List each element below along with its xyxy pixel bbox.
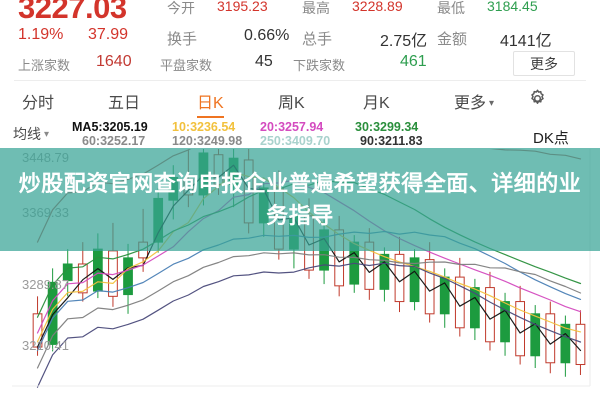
header-divider [14,80,586,81]
watermark-text: 炒股配资官网查询申报企业普遍希望获得全面、详细的业务指导 [18,171,582,228]
candle [515,285,526,365]
dk-point-button[interactable]: DK点 [533,130,569,147]
open-label: 今开 [167,0,195,16]
tab-monthly-k-label: 月K [363,95,390,112]
tab-five-day-label: 五日 [108,95,141,112]
low-value: 3184.45 [487,0,538,14]
ma250-legend: 250:3409.70 [260,134,331,148]
chevron-down-icon: ▾ [44,129,50,140]
tab-intraday[interactable]: 分时 [22,89,54,113]
chart-period-tabs: 分时 五日 日K 周K 月K 更多 ▾ [0,82,600,200]
tab-daily-k-label: 日K [197,95,224,112]
tab-daily-k[interactable]: 日K [197,89,224,118]
tab-intraday-label: 分时 [22,95,55,112]
candle [500,292,510,356]
ma-line-ma120 [36,252,582,369]
tab-monthly-k[interactable]: 月K [363,89,390,113]
candle [409,249,420,311]
volume-label: 总手 [302,31,333,48]
amount-value: 4141亿 [500,33,552,50]
current-price: 3227.03 [18,0,127,25]
ma-selector[interactable]: 均线 ▾ [13,124,49,144]
candle [560,315,571,377]
candle [454,257,465,337]
ma5-legend: MA5:3205.19 [72,120,148,134]
quote-row-secondary: 1.19% 37.99 换手 0.66% 总手 2.75亿 金额 4141亿 [0,24,600,50]
ma-legend-bar: 均线 ▾ MA5:3205.19 10:3236.54 20:3257.94 30… [0,119,600,149]
chevron-down-icon: ▾ [489,98,495,109]
unchanged-label: 平盘家数 [160,58,213,73]
change-absolute: 37.99 [88,26,129,43]
ma90-legend: 90:3211.83 [360,134,423,148]
candle [545,301,556,374]
quote-row-primary: 3227.03 今开 3195.23 最高 3228.89 最低 3184.45 [0,0,600,26]
amount-label: 金额 [437,31,468,48]
high-value: 3228.89 [352,0,403,14]
candle [485,271,495,351]
decliners-label: 下跌家数 [293,58,346,73]
candle [123,243,133,314]
low-label: 最低 [437,0,465,16]
tab-more[interactable]: 更多 ▾ [454,89,494,113]
ma-selector-label: 均线 [13,126,41,142]
change-percent: 1.19% [18,26,64,43]
watermark-overlay [0,148,600,251]
candle [77,242,88,302]
tab-weekly-k[interactable]: 周K [278,89,305,113]
y-axis-label-3: 3210.41 [22,338,69,353]
unchanged-value: 45 [255,53,273,70]
quote-row-breadth: 上涨家数 1640 平盘家数 45 下跌家数 461 更多 [0,51,600,78]
ma10-legend: 10:3236.54 [172,120,236,134]
quote-header: 3227.03 今开 3195.23 最高 3228.89 最低 3184.45… [0,0,600,82]
ma20-legend: 20:3257.94 [260,120,324,134]
ma120-legend: 120:3249.98 [172,134,243,148]
decliners-value: 461 [400,53,427,70]
more-stats-button[interactable]: 更多 [513,51,575,76]
ma60-legend: 60:3252.17 [82,134,146,148]
y-axis-label-2: 3289.87 [22,277,69,292]
candle [424,242,435,323]
tab-five-day[interactable]: 五日 [108,89,140,113]
active-tab-underline [197,116,224,118]
ma30-legend: 30:3299.34 [355,120,419,134]
candle [575,310,586,376]
gear-icon[interactable] [527,88,548,109]
volume-value: 2.75亿 [380,33,428,50]
open-value: 3195.23 [217,0,268,14]
ma-line-ma90 [36,262,582,388]
high-label: 最高 [302,0,330,16]
turnover-value: 0.66% [244,27,290,44]
tab-more-label: 更多 [454,95,487,112]
turnover-label: 换手 [167,31,198,48]
advancers-value: 1640 [96,53,132,70]
advancers-label: 上涨家数 [18,58,71,73]
tab-weekly-k-label: 周K [278,95,305,112]
